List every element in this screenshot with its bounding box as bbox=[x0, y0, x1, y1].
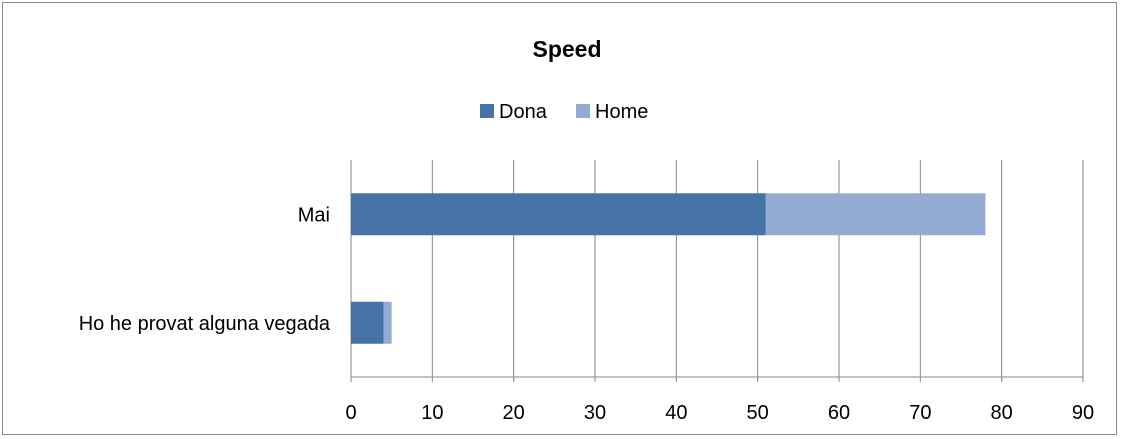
category-label: Mai bbox=[298, 204, 330, 226]
category-labels: Mai Ho he provat alguna vegada bbox=[79, 204, 331, 335]
bar-dona bbox=[351, 193, 766, 236]
legend-swatch bbox=[480, 104, 494, 118]
legend-label: Home bbox=[595, 101, 648, 123]
x-tick-label: 20 bbox=[503, 402, 525, 424]
bar-home bbox=[765, 193, 986, 236]
bar-dona bbox=[351, 301, 384, 344]
legend: Dona Home bbox=[480, 101, 648, 123]
x-tick-label: 40 bbox=[665, 402, 687, 424]
x-axis-tick-labels: 0 10 20 30 40 50 60 70 80 90 bbox=[345, 402, 1094, 424]
x-tick-label: 30 bbox=[584, 402, 606, 424]
x-tick-label: 90 bbox=[1072, 402, 1094, 424]
x-tick-label: 60 bbox=[828, 402, 850, 424]
x-tick-label: 0 bbox=[345, 402, 356, 424]
chart-title: Speed bbox=[532, 36, 601, 62]
bars bbox=[351, 193, 986, 344]
legend-swatch bbox=[576, 104, 590, 118]
category-label: Ho he provat alguna vegada bbox=[79, 313, 331, 335]
x-tick-label: 70 bbox=[909, 402, 931, 424]
legend-label: Dona bbox=[499, 101, 548, 123]
x-tick-label: 80 bbox=[991, 402, 1013, 424]
x-tick-label: 50 bbox=[747, 402, 769, 424]
x-tick-label: 10 bbox=[421, 402, 443, 424]
bar-home bbox=[383, 301, 392, 344]
